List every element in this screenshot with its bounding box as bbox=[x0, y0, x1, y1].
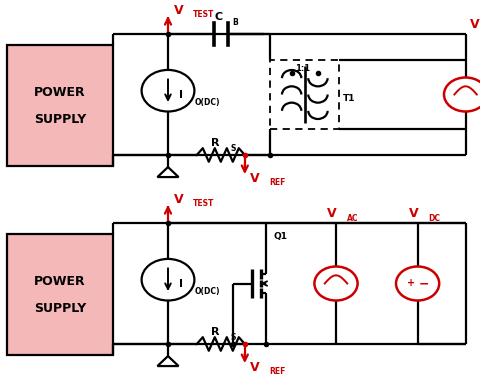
Text: REF: REF bbox=[269, 367, 285, 376]
Text: B: B bbox=[232, 18, 238, 27]
Text: V: V bbox=[470, 18, 480, 31]
Text: O(DC): O(DC) bbox=[194, 98, 220, 107]
Text: V: V bbox=[174, 193, 183, 206]
Text: 1:1: 1:1 bbox=[295, 64, 310, 73]
Text: S: S bbox=[230, 333, 236, 342]
Text: R: R bbox=[211, 327, 219, 337]
Bar bbox=[7, 234, 113, 355]
Text: REF: REF bbox=[269, 178, 285, 187]
Text: POWER: POWER bbox=[34, 86, 86, 99]
Text: SUPPLY: SUPPLY bbox=[34, 113, 86, 125]
Text: I: I bbox=[179, 279, 182, 289]
Text: V: V bbox=[327, 207, 337, 220]
Text: DC: DC bbox=[428, 214, 440, 223]
Bar bbox=[270, 60, 339, 129]
Text: −: − bbox=[419, 277, 429, 290]
Text: TEST: TEST bbox=[193, 199, 215, 208]
Text: V: V bbox=[250, 361, 259, 374]
Text: C: C bbox=[215, 12, 222, 22]
Text: R: R bbox=[211, 138, 219, 148]
Text: AC: AC bbox=[347, 214, 358, 223]
Text: V: V bbox=[174, 4, 183, 17]
Text: +: + bbox=[407, 279, 415, 288]
Text: TEST: TEST bbox=[193, 10, 215, 19]
Text: SUPPLY: SUPPLY bbox=[34, 302, 86, 314]
Text: V: V bbox=[409, 207, 419, 220]
Text: I: I bbox=[179, 90, 182, 100]
Text: Q1: Q1 bbox=[274, 232, 288, 241]
Text: S: S bbox=[230, 144, 236, 153]
Bar bbox=[7, 45, 113, 166]
Text: T1: T1 bbox=[343, 94, 356, 103]
Text: POWER: POWER bbox=[34, 275, 86, 288]
Text: O(DC): O(DC) bbox=[194, 287, 220, 296]
Text: V: V bbox=[250, 172, 259, 185]
